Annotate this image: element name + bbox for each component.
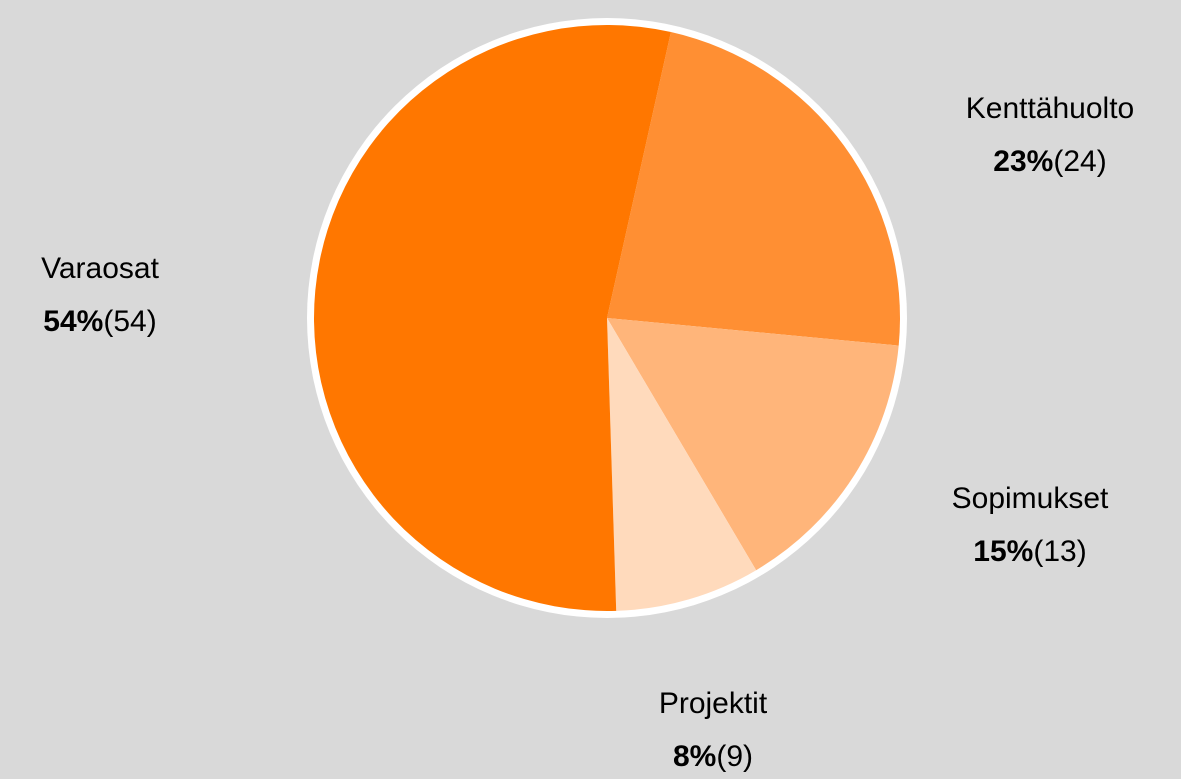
pie-slice <box>313 25 671 611</box>
percent-label: 54% <box>43 305 103 338</box>
slice-value-label: 54%(54) <box>43 305 156 338</box>
slice-label: Projektit <box>659 687 768 720</box>
slice-value-label: 15%(13) <box>973 535 1086 568</box>
pie-slice <box>607 318 757 611</box>
slice-label: Kenttähuolto <box>966 92 1134 125</box>
percent-label: 23% <box>993 145 1053 178</box>
percent-label: 15% <box>973 535 1033 568</box>
slice-value-label: 23%(24) <box>993 145 1106 178</box>
pie-slice <box>607 32 900 346</box>
slice-label: Varaosat <box>41 252 160 285</box>
count-label: (9) <box>716 740 753 773</box>
count-label: (13) <box>1033 535 1086 568</box>
slice-label: Sopimukset <box>952 482 1109 515</box>
count-label: (54) <box>103 305 156 338</box>
pie-slice <box>607 318 899 571</box>
percent-label: 8% <box>673 740 716 773</box>
count-label: (24) <box>1053 145 1106 178</box>
slice-value-label: 8%(9) <box>673 740 753 773</box>
